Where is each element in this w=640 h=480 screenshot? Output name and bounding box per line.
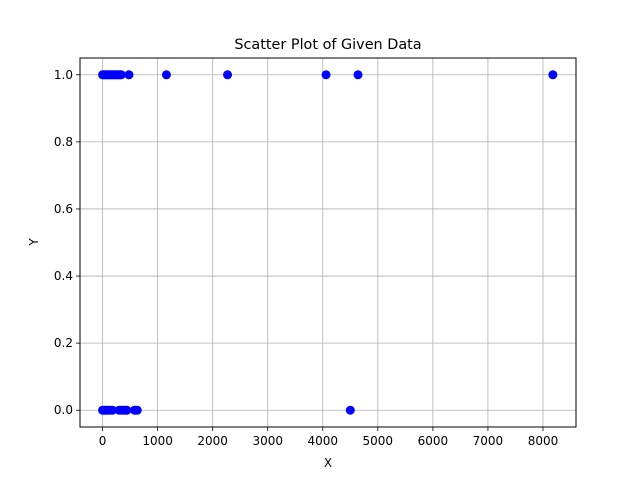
scatter-point — [132, 405, 142, 415]
scatter-point — [161, 70, 171, 80]
points-layer — [98, 70, 558, 415]
ticks-layer: 0 1000 2000 3000 4000 5000 6000 7000 8000 0.0 0.2 0… — [54, 68, 558, 448]
y-tick-label: 0.2 — [54, 336, 73, 350]
scatter-point — [321, 70, 331, 80]
scatter-point — [548, 70, 558, 80]
scatter-point — [353, 70, 363, 80]
plot-frame — [79, 57, 577, 428]
y-tick-label: 0.0 — [54, 403, 73, 417]
y-tick-label: 0.4 — [54, 269, 73, 283]
grid-layer — [80, 58, 576, 427]
x-tick-label: 3000 — [252, 434, 283, 448]
y-axis-label: Y — [27, 238, 41, 247]
scatter-point — [107, 405, 117, 415]
y-tick-label: 1.0 — [54, 68, 73, 82]
scatter-point — [122, 405, 132, 415]
y-tick-label: 0.8 — [54, 135, 73, 149]
y-tick-label: 0.6 — [54, 202, 73, 216]
x-tick-label: 0 — [99, 434, 107, 448]
x-tick-label: 5000 — [363, 434, 394, 448]
scatter-point — [223, 70, 233, 80]
x-tick-label: 4000 — [307, 434, 338, 448]
x-tick-label: 2000 — [197, 434, 228, 448]
x-tick-label: 6000 — [418, 434, 449, 448]
chart-title: Scatter Plot of Given Data — [234, 37, 421, 53]
x-tick-label: 8000 — [528, 434, 559, 448]
x-axis-label: X — [324, 456, 332, 470]
scatter-point — [345, 405, 355, 415]
x-tick-label: 7000 — [473, 434, 504, 448]
x-tick-label: 1000 — [142, 434, 173, 448]
scatter-point — [116, 70, 126, 80]
scatter-point — [124, 70, 134, 80]
